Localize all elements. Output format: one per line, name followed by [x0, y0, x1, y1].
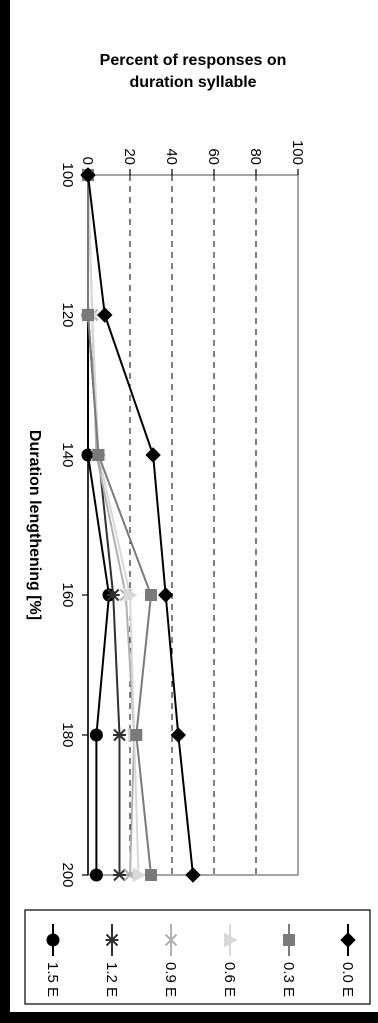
data-point: [170, 727, 187, 743]
legend-item: 0.6 E: [221, 924, 238, 997]
data-point: [80, 167, 96, 183]
y-tick-label: 80: [247, 148, 264, 165]
y-tick-label: 100: [289, 140, 306, 165]
data-point: [185, 867, 201, 883]
y-tick-label: 60: [205, 148, 222, 165]
legend-item: 0.3 E: [280, 924, 297, 997]
x-tick-label: 200: [59, 862, 76, 887]
data-point: [89, 728, 103, 742]
legend-swatch-marker: [224, 932, 238, 948]
y-axis-title: Percent of responses on duration syllabl…: [100, 52, 287, 91]
x-tick-label: 160: [59, 582, 76, 607]
legend-label: 1.5 E: [44, 962, 61, 997]
legend: 0.0 E 0.3 E 0.6 E 0.9 E 1.2 E 1.5 E: [24, 909, 371, 1005]
chart-canvas: Percent of responses on duration syllabl…: [10, 0, 378, 1012]
legend-item: 1.2 E: [103, 924, 120, 997]
y-tick-label: 20: [121, 148, 138, 165]
data-point: [113, 868, 126, 882]
data-point: [106, 588, 120, 602]
legend-swatch-marker: [164, 933, 178, 947]
data-point: [132, 867, 146, 883]
legend-item: 0.9 E: [162, 924, 179, 997]
legend-item: 1.5 E: [44, 924, 61, 997]
legend-swatch-marker: [340, 932, 356, 948]
y-axis-title-line-2: duration syllable: [129, 74, 256, 91]
data-point: [82, 309, 94, 321]
legend-label: 0.6 E: [221, 962, 238, 997]
data-point: [124, 587, 138, 603]
legend-swatch-marker: [105, 933, 119, 947]
data-point: [89, 868, 103, 882]
series-line-0-0-E: [87, 174, 194, 876]
line-chart: Percent of responses on duration syllabl…: [24, 52, 371, 1005]
y-tick-label: 0: [79, 157, 96, 165]
x-mark-stroke: [164, 933, 178, 947]
x-tick-label: 100: [59, 162, 76, 187]
data-point: [157, 587, 174, 603]
y-tick-label: 40: [163, 148, 180, 165]
legend-label: 0.3 E: [280, 962, 297, 997]
legend-swatch-marker: [46, 933, 60, 947]
x-tick-label: 180: [59, 722, 76, 747]
data-point: [130, 729, 143, 741]
data-point: [145, 447, 161, 463]
plot-area: 0 20 40 60 80 100 100 120 140 160 180 200: [59, 140, 306, 888]
legend-swatch-marker: [283, 934, 295, 946]
y-axis-title-line-1: Percent of responses on: [100, 52, 287, 69]
x-axis-title: Duration lengthening [%]: [26, 430, 43, 620]
legend-item: 0.0 E: [339, 924, 356, 997]
x-tick-label: 120: [59, 302, 76, 327]
data-point: [113, 728, 126, 742]
x-tick-label: 140: [59, 442, 76, 467]
legend-label: 1.2 E: [103, 962, 120, 997]
data-point: [92, 449, 105, 461]
series-line-0-6-E: [87, 174, 140, 876]
legend-label: 0.9 E: [162, 962, 179, 997]
legend-box: [24, 909, 371, 1005]
data-point: [145, 589, 157, 601]
legend-label: 0.0 E: [339, 962, 356, 997]
series-line-0-3-E: [87, 175, 153, 876]
data-point: [145, 869, 157, 881]
data-point: [97, 307, 113, 323]
chart-frame: Percent of responses on duration syllabl…: [10, 0, 378, 1012]
